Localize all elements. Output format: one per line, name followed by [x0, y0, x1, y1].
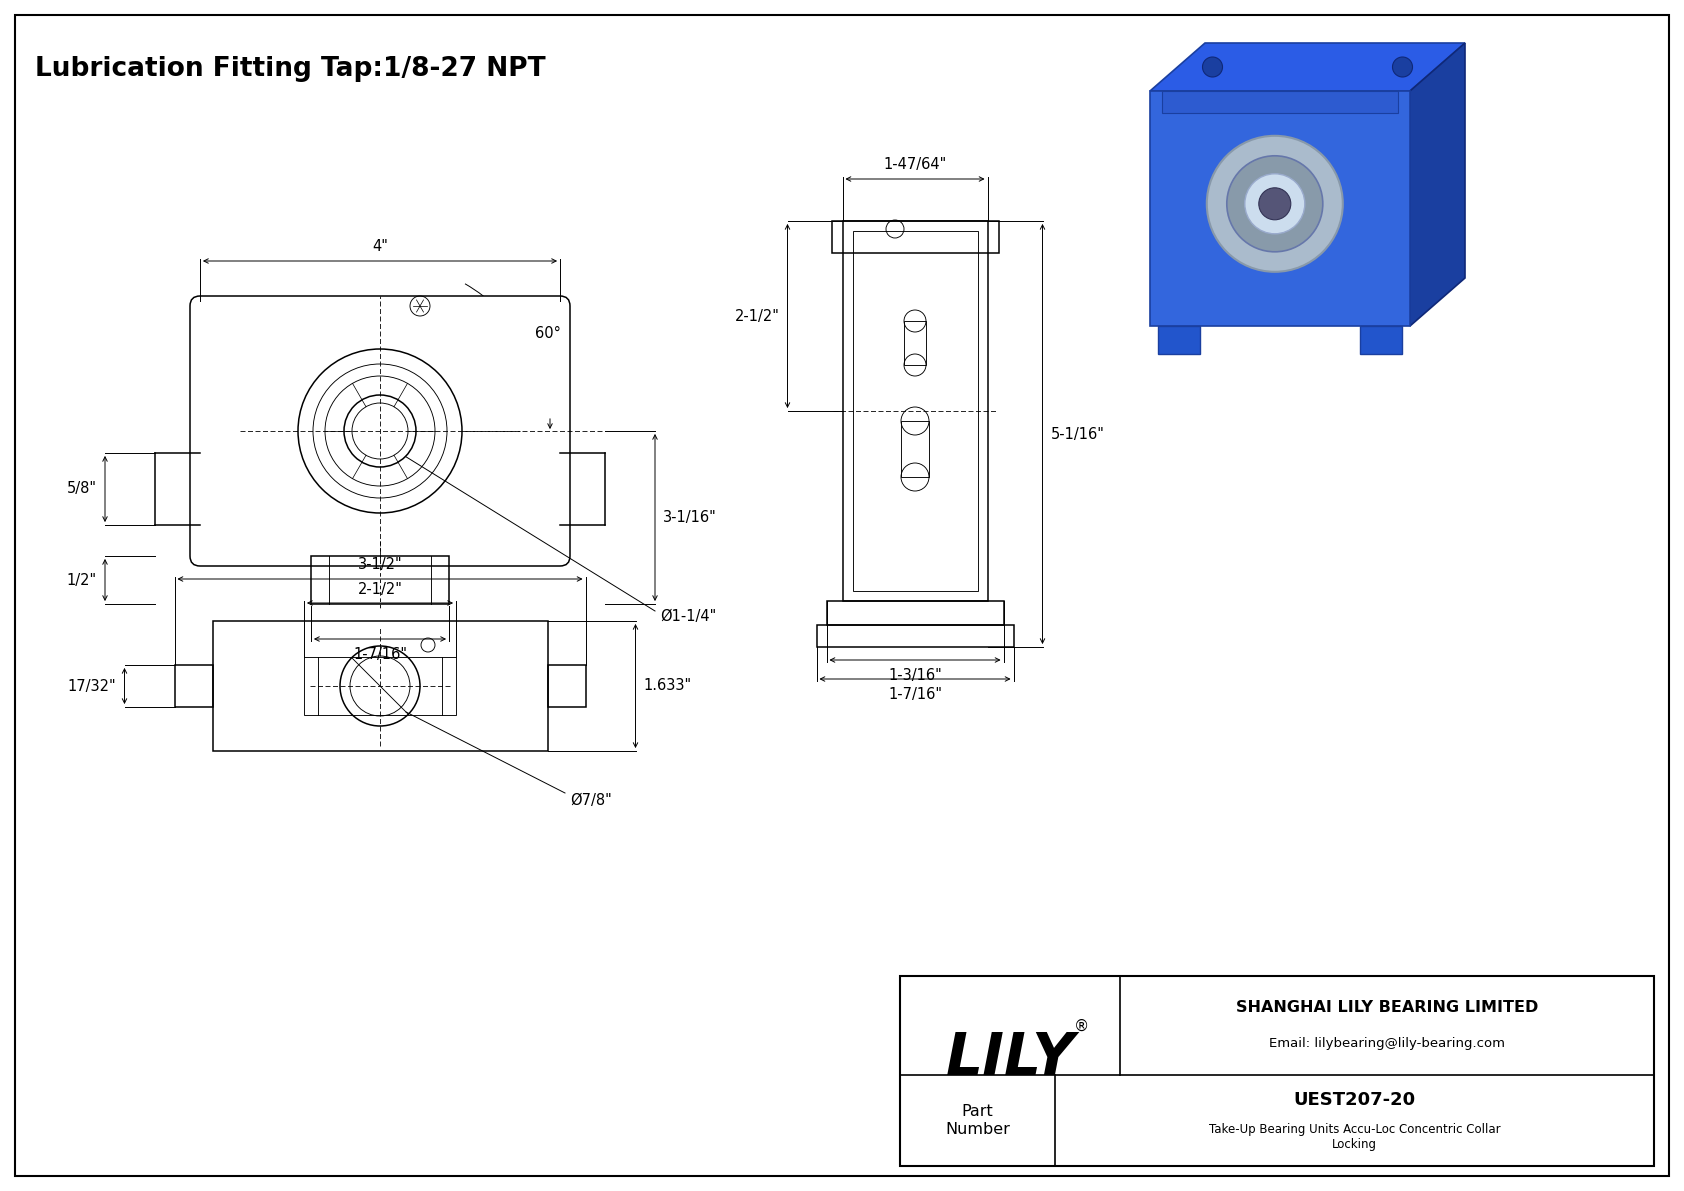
Bar — [547, 665, 586, 707]
Bar — [212, 621, 547, 752]
Text: 5/8": 5/8" — [67, 481, 98, 497]
Circle shape — [1207, 136, 1342, 272]
Text: 1-7/16": 1-7/16" — [354, 647, 408, 662]
Circle shape — [1202, 57, 1223, 77]
Text: Ø1-1/4": Ø1-1/4" — [660, 609, 716, 624]
Text: 2-1/2": 2-1/2" — [734, 308, 780, 324]
Bar — [901, 420, 930, 478]
Text: 1.633": 1.633" — [643, 679, 692, 693]
Text: SHANGHAI LILY BEARING LIMITED: SHANGHAI LILY BEARING LIMITED — [1236, 1000, 1537, 1015]
Bar — [842, 222, 987, 601]
Text: Take-Up Bearing Units Accu-Loc Concentric Collar
Locking: Take-Up Bearing Units Accu-Loc Concentri… — [1209, 1123, 1500, 1152]
Bar — [827, 601, 1004, 625]
Text: 2-1/2": 2-1/2" — [357, 582, 402, 597]
Text: Email: lilybearing@lily-bearing.com: Email: lilybearing@lily-bearing.com — [1270, 1037, 1505, 1050]
Text: LILY: LILY — [945, 1030, 1074, 1087]
Bar — [175, 665, 212, 707]
Bar — [1361, 326, 1403, 354]
Bar — [305, 657, 456, 715]
FancyBboxPatch shape — [190, 297, 569, 566]
Text: Part
Number: Part Number — [945, 1104, 1010, 1136]
Text: 60°: 60° — [536, 326, 561, 341]
Text: ®: ® — [1074, 1019, 1090, 1034]
Text: 1-47/64": 1-47/64" — [884, 157, 946, 172]
Text: UEST207-20: UEST207-20 — [1293, 1091, 1416, 1109]
Circle shape — [1244, 174, 1305, 233]
Text: 5-1/16": 5-1/16" — [1051, 426, 1105, 442]
Bar — [1150, 91, 1410, 326]
Text: Ø7/8": Ø7/8" — [569, 793, 611, 809]
Polygon shape — [1150, 43, 1465, 91]
Bar — [312, 556, 450, 604]
Bar — [1162, 91, 1398, 113]
Text: 4": 4" — [372, 239, 387, 254]
Text: 3-1/2": 3-1/2" — [357, 557, 402, 572]
Text: 1/2": 1/2" — [67, 573, 98, 587]
Bar — [1159, 326, 1201, 354]
Bar — [852, 231, 977, 591]
Text: 3-1/16": 3-1/16" — [663, 510, 717, 525]
Bar — [904, 322, 926, 364]
Bar — [817, 625, 1014, 647]
Circle shape — [1228, 156, 1324, 251]
Text: 17/32": 17/32" — [67, 679, 116, 693]
Text: Lubrication Fitting Tap:1/8-27 NPT: Lubrication Fitting Tap:1/8-27 NPT — [35, 56, 546, 82]
Circle shape — [1260, 188, 1292, 220]
Bar — [832, 222, 999, 252]
Circle shape — [1393, 57, 1413, 77]
Bar — [899, 975, 1654, 1166]
Text: 1-3/16": 1-3/16" — [887, 668, 941, 682]
Text: 1-7/16": 1-7/16" — [887, 687, 941, 701]
Polygon shape — [1410, 43, 1465, 326]
